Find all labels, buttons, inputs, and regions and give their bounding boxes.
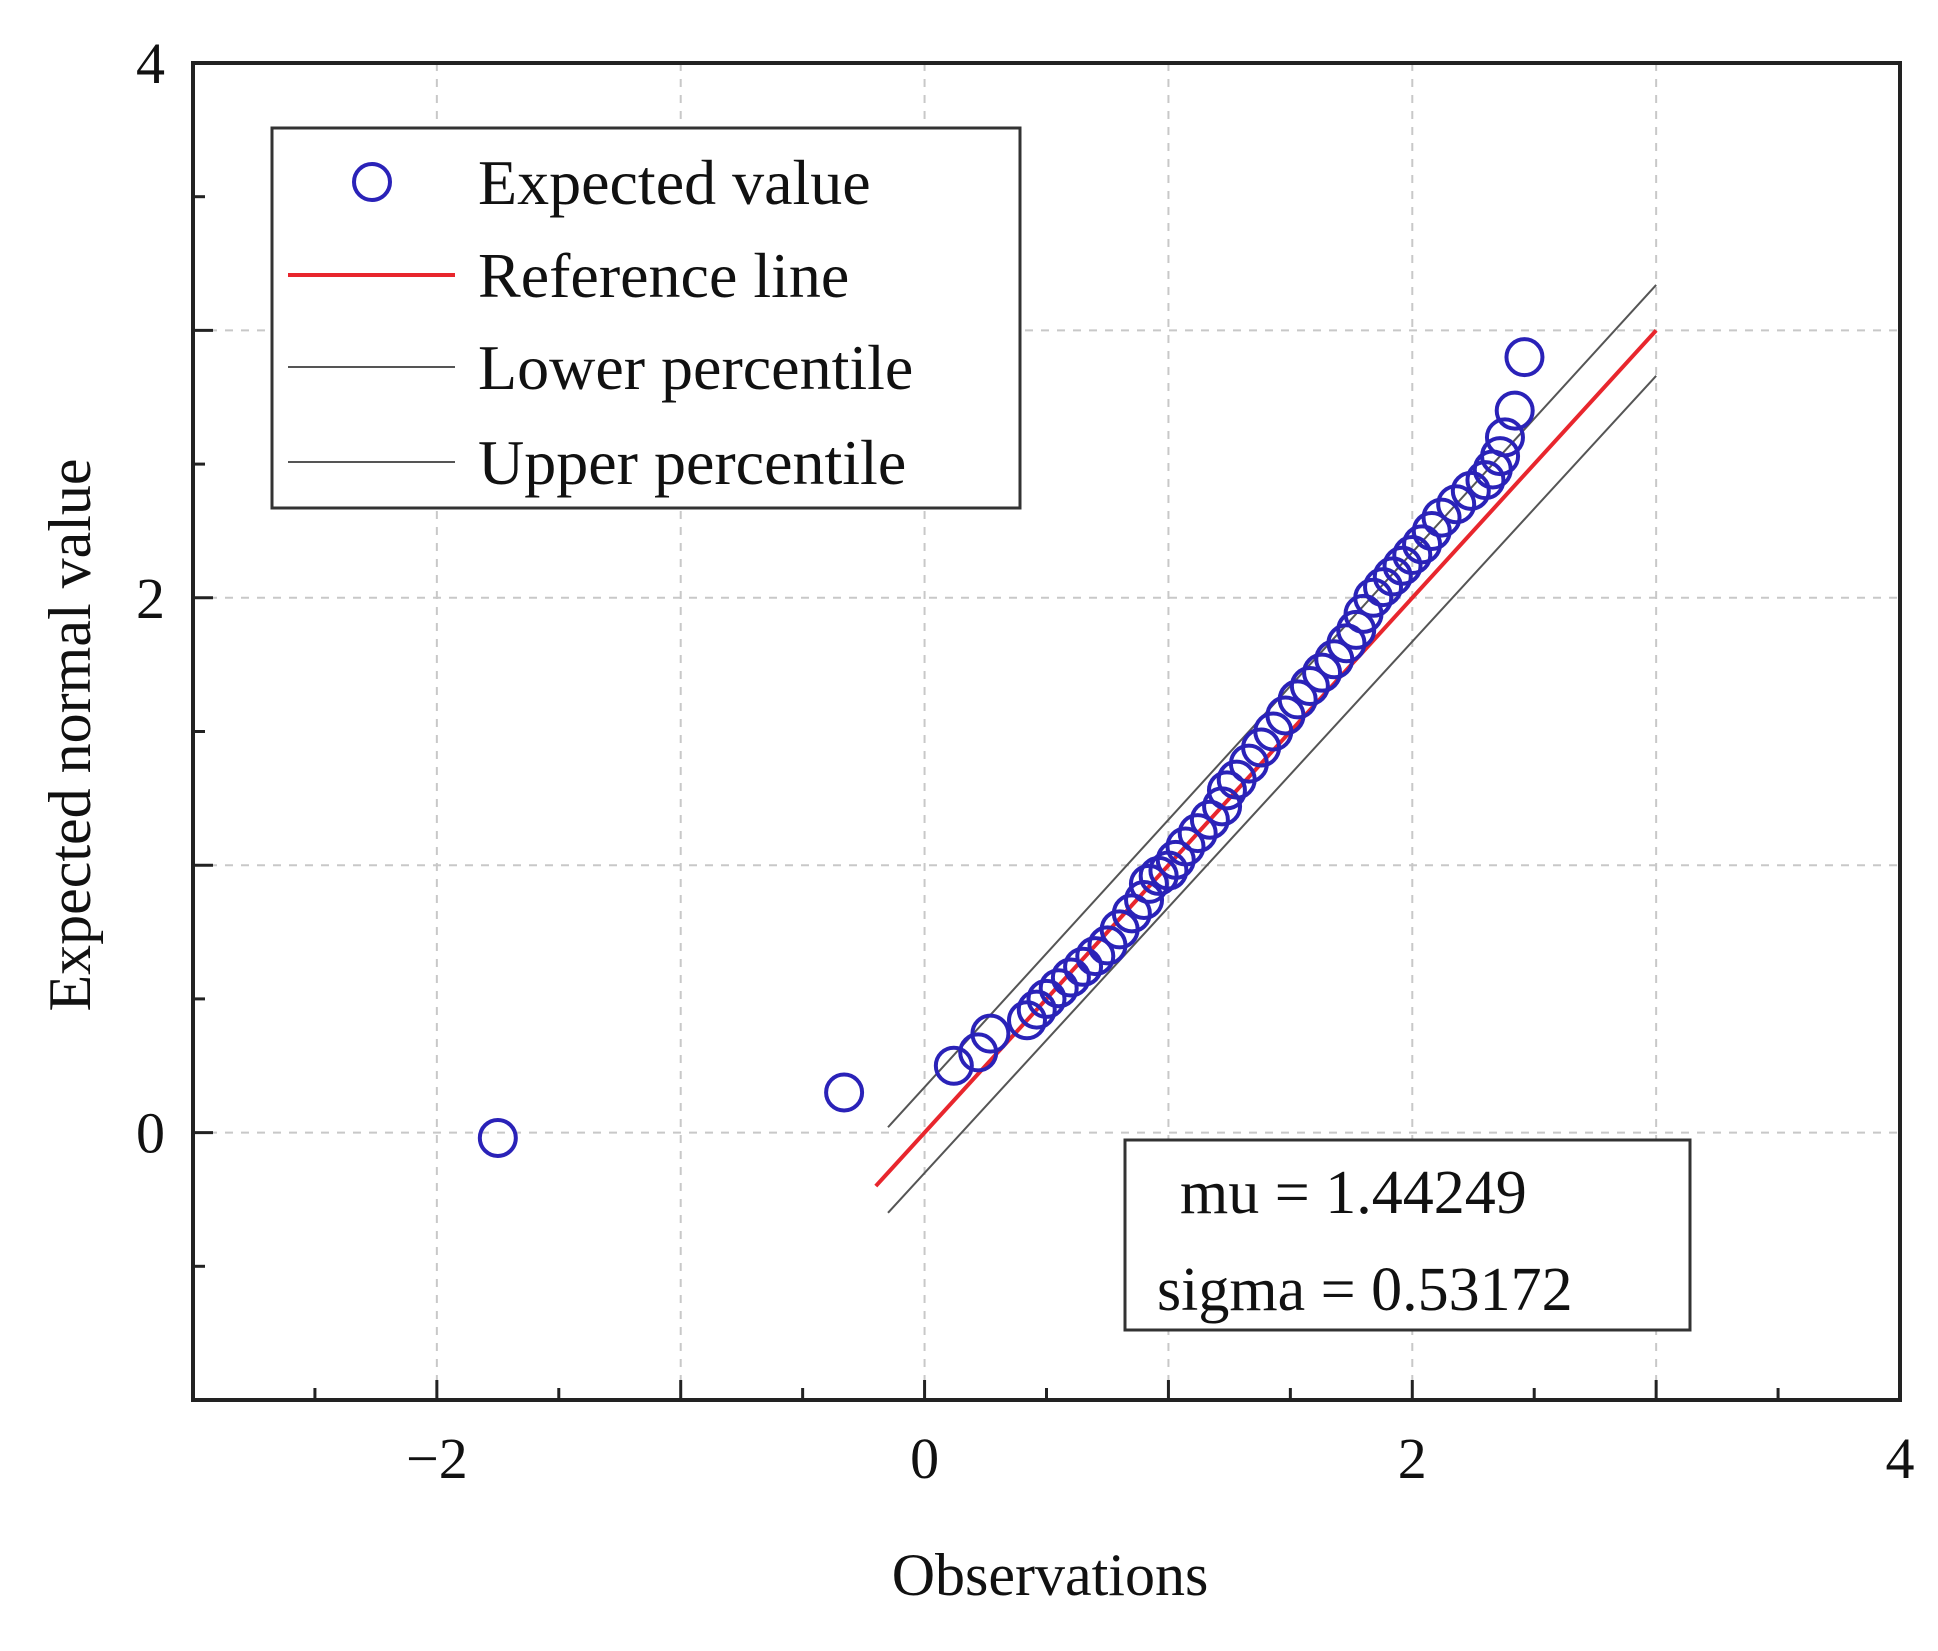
data-point [1177, 813, 1218, 854]
legend-label-expected-value: Expected value [478, 147, 871, 218]
data-point [1277, 679, 1318, 720]
x-tick-label: 4 [1886, 1426, 1915, 1491]
data-point [1206, 770, 1247, 811]
legend-marker-expected-value [352, 162, 392, 202]
data-point [1128, 863, 1169, 904]
data-point [1165, 826, 1206, 867]
y-tick-label: 0 [136, 1101, 165, 1166]
data-point [1363, 567, 1404, 608]
stats-box-frame [1123, 1138, 1692, 1332]
data-point [1302, 652, 1343, 693]
data-point [1111, 893, 1152, 934]
data-point [1026, 978, 1067, 1019]
data-point [1050, 957, 1091, 998]
x-axis-label: Observations [892, 1542, 1209, 1608]
upper-percentile-line [887, 375, 1657, 1214]
data-point [1038, 968, 1079, 1009]
x-tick-label: 2 [1398, 1426, 1427, 1491]
data-point [1411, 510, 1452, 551]
data-point [1289, 666, 1330, 707]
stats-annotation: mu = 1.44249 sigma = 0.53172 [1123, 1138, 1692, 1332]
legend: Expected value Reference line Lower perc… [270, 126, 1022, 510]
grid-lines [193, 63, 1900, 1400]
data-point [1124, 879, 1165, 920]
axis-ticks: −2 0 2 4 0 2 4 [136, 31, 1915, 1491]
legend-box [270, 126, 1022, 510]
data-point [1326, 623, 1367, 664]
data-point [1465, 460, 1506, 501]
data-point [1016, 989, 1057, 1030]
legend-label-lower-percentile: Lower percentile [478, 332, 913, 403]
data-point [1382, 545, 1423, 586]
data-point [1480, 436, 1521, 477]
legend-label-upper-percentile: Upper percentile [478, 427, 906, 498]
data-point [1436, 484, 1477, 525]
legend-label-reference-line: Reference line [478, 240, 849, 311]
y-axis-label: Expected normal value [37, 458, 103, 1011]
data-point [477, 1117, 518, 1158]
data-point [1372, 556, 1413, 597]
data-point [970, 1013, 1011, 1054]
data-point [1504, 337, 1545, 378]
data-point [1484, 417, 1525, 458]
x-tick-label: −2 [406, 1426, 468, 1491]
sigma-text: sigma = 0.53172 [1157, 1256, 1573, 1324]
data-point [824, 1072, 865, 1113]
data-point [1494, 390, 1535, 431]
data-point [1063, 946, 1104, 987]
y-tick-label: 4 [136, 31, 165, 96]
data-point [1402, 524, 1443, 565]
data-point [1155, 839, 1196, 880]
data-point [1421, 497, 1462, 538]
x-tick-label: 0 [910, 1426, 939, 1491]
data-points [477, 337, 1545, 1158]
y-tick-label: 2 [136, 566, 165, 631]
mu-text: mu = 1.44249 [1180, 1159, 1527, 1227]
data-point [1189, 799, 1230, 840]
data-point [1075, 936, 1116, 977]
data-point [933, 1045, 974, 1086]
data-point [1392, 535, 1433, 576]
